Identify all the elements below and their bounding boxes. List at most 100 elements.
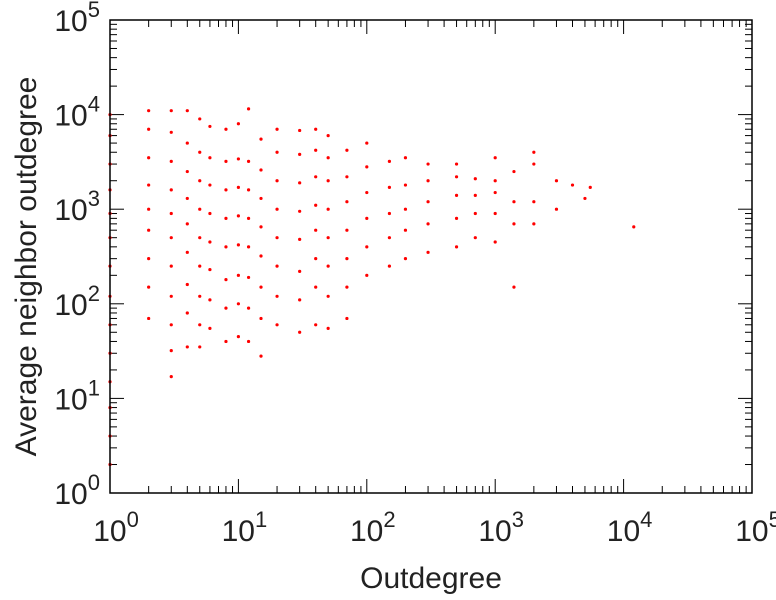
scatter-point <box>185 311 189 315</box>
x-tick-label-base: 10 <box>222 515 255 548</box>
x-tick-label: 101 <box>222 507 268 548</box>
x-tick-label-exponent: 5 <box>769 507 776 532</box>
scatter-point <box>326 236 330 240</box>
x-tick-label: 102 <box>350 507 396 548</box>
scatter-point <box>345 316 349 321</box>
scatter-point <box>298 269 302 274</box>
scatter-point <box>365 165 369 169</box>
scatter-point <box>454 216 459 220</box>
scatter-point <box>345 148 349 152</box>
y-tick-label-base: 10 <box>54 289 87 322</box>
y-tick-label-base: 10 <box>54 478 87 511</box>
y-tick-label-exponent: 0 <box>88 470 100 495</box>
scatter-point <box>454 162 459 166</box>
scatter-point <box>236 302 240 306</box>
scatter-point <box>298 298 302 302</box>
scatter-point <box>403 228 408 232</box>
scatter-point <box>473 193 477 197</box>
y-tick-label: 100 <box>54 470 100 511</box>
scatter-point <box>512 285 516 289</box>
scatter-point <box>314 323 318 327</box>
scatter-point <box>198 345 202 349</box>
scatter-point <box>246 306 251 310</box>
scatter-point <box>473 236 477 240</box>
scatter-point <box>224 127 228 131</box>
scatter-point <box>224 278 228 282</box>
x-tick-label-base: 10 <box>350 515 383 548</box>
scatter-point <box>345 285 349 289</box>
scatter-point <box>147 183 151 187</box>
scatter-point <box>147 316 151 321</box>
y-tick-label: 101 <box>54 375 100 416</box>
scatter-point <box>493 179 497 183</box>
scatter-point <box>583 196 587 201</box>
scatter-point <box>147 257 151 261</box>
scatter-point <box>314 148 318 152</box>
scatter-point <box>345 257 349 261</box>
x-tick-label-base: 10 <box>607 515 640 548</box>
scatter-point <box>236 185 240 189</box>
scatter-point <box>246 245 251 249</box>
scatter-point <box>532 200 536 204</box>
scatter-point <box>326 207 330 211</box>
scatter-point <box>314 175 318 179</box>
y-tick-label-base: 10 <box>54 194 87 227</box>
scatter-point <box>454 245 459 249</box>
scatter-point <box>185 250 189 254</box>
scatter-point <box>298 330 302 334</box>
scatter-point <box>493 211 497 216</box>
scatter-point <box>208 156 212 160</box>
scatter-point <box>246 107 251 111</box>
scatter-point <box>147 109 151 113</box>
scatter-point <box>169 294 173 298</box>
scatter-point <box>208 267 212 272</box>
scatter-point <box>493 190 497 195</box>
scatter-point <box>298 237 302 241</box>
scatter-point <box>185 345 189 349</box>
scatter-point <box>147 228 151 232</box>
scatter-point <box>259 354 263 358</box>
scatter-point <box>147 127 151 131</box>
scatter-point <box>259 196 263 201</box>
scatter-point <box>345 200 349 204</box>
x-tick-label-exponent: 3 <box>512 507 524 532</box>
scatter-point <box>275 207 279 211</box>
scatter-point <box>632 225 636 229</box>
scatter-point <box>454 175 459 179</box>
scatter-point <box>314 203 318 207</box>
scatter-point <box>236 122 240 126</box>
scatter-point <box>259 285 263 289</box>
scatter-point <box>512 222 516 226</box>
scatter-point <box>298 128 302 133</box>
scatter-point <box>208 326 212 330</box>
y-tick-label-exponent: 2 <box>88 281 100 306</box>
scatter-point <box>185 109 189 113</box>
scatter-point <box>224 245 228 249</box>
scatter-point <box>387 211 392 216</box>
scatter-point <box>365 245 369 249</box>
scatter-point <box>236 243 240 247</box>
scatter-point <box>185 141 189 145</box>
x-axis-label: Outdegree <box>360 562 502 595</box>
scatter-point <box>403 257 408 261</box>
scatter-point <box>224 159 228 164</box>
scatter-point <box>259 168 263 172</box>
scatter-point <box>236 335 240 339</box>
scatter-point <box>259 316 263 321</box>
y-axis-label: Average neighbor outdegree <box>10 77 43 457</box>
scatter-point <box>403 183 408 187</box>
scatter-point <box>147 156 151 160</box>
scatter-point <box>532 162 536 166</box>
scatter-point <box>236 273 240 277</box>
scatter-point <box>275 323 279 327</box>
y-tick-label-exponent: 4 <box>88 92 100 117</box>
scatter-point <box>298 209 302 213</box>
scatter-point <box>454 193 459 197</box>
scatter-point <box>169 323 173 327</box>
scatter-point <box>345 175 349 179</box>
scatter-point <box>365 273 369 277</box>
scatter-point <box>426 179 430 183</box>
scatter-point <box>554 207 559 211</box>
